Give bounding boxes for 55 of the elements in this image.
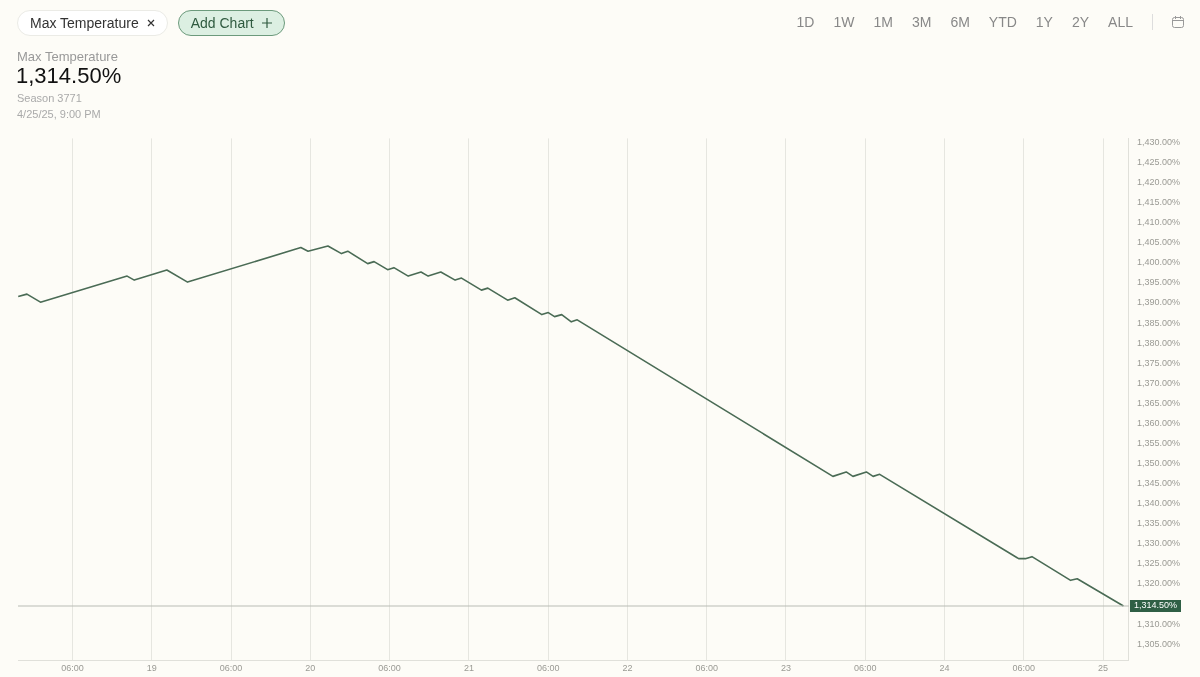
chart-subtitle: 1,314.50% — [16, 63, 122, 89]
text: Season 3771 — [17, 92, 82, 104]
y-tick-label: 1,375.00% — [1136, 357, 1181, 368]
x-tick-label: 06:00 — [378, 663, 401, 674]
text: 2Y — [1071, 14, 1090, 30]
text: 4/25/25, 9:00 PM — [17, 108, 101, 120]
text: 1M — [873, 14, 893, 30]
x-tick-label: 23 — [780, 663, 791, 674]
y-tick-label: 1,415.00% — [1136, 197, 1181, 208]
y-tick-label: 1,360.00% — [1136, 417, 1181, 428]
y-tick-label: 1,365.00% — [1136, 397, 1181, 408]
x-tick-label: 06:00 — [219, 663, 243, 674]
y-tick-label: 1,405.00% — [1136, 237, 1181, 248]
chart-title: Max Temperature — [30, 15, 139, 31]
x-tick-label: 24 — [939, 663, 950, 674]
y-tick-label: 1,395.00% — [1136, 277, 1181, 288]
x-tick-label: 06:00 — [1012, 663, 1036, 674]
text: 3M — [911, 14, 932, 30]
text: 1Y — [1035, 14, 1053, 30]
y-tick-label: 1,320.00% — [1136, 578, 1181, 589]
x-tick-label: 06:00 — [536, 663, 560, 674]
y-tick-label: 1,425.00% — [1136, 156, 1181, 167]
x-tick-label: 06:00 — [695, 663, 718, 674]
x-tick-label: 06:00 — [854, 663, 877, 674]
chart-title: Max Temperature — [17, 49, 118, 64]
y-tick-label: 1,310.00% — [1136, 618, 1181, 629]
y-tick-label: 1,410.00% — [1136, 217, 1181, 228]
y-tick-label: 1,370.00% — [1136, 377, 1181, 388]
y-tick-label: 1,400.00% — [1136, 257, 1181, 268]
text: ALL — [1108, 14, 1133, 30]
y-tick-label: 1,335.00% — [1136, 518, 1181, 529]
y-tick-label: 1,380.00% — [1136, 337, 1181, 348]
y-tick-label: 1,420.00% — [1136, 177, 1181, 188]
y-tick-label: 1,305.00% — [1136, 638, 1181, 649]
y-tick-label: 1,430.00% — [1136, 136, 1181, 147]
text: YTD — [988, 14, 1017, 30]
y-tick-label: 1,340.00% — [1136, 498, 1181, 509]
y-tick-label: 1,390.00% — [1136, 297, 1181, 308]
y-tick-label: 1,330.00% — [1136, 538, 1181, 549]
x-tick-label: 20 — [305, 663, 316, 674]
text: 1D — [796, 14, 815, 30]
y-tick-label: 1,325.00% — [1136, 558, 1181, 569]
y-tick-label: 1,385.00% — [1136, 317, 1181, 328]
y-tick-label: 1,355.00% — [1136, 437, 1181, 448]
y-tick-label: 1,345.00% — [1136, 478, 1181, 489]
y-tick-label: 1,350.00% — [1136, 458, 1181, 469]
x-tick-label: 25 — [1098, 663, 1109, 674]
x-tick-label: 06:00 — [61, 663, 84, 674]
x-tick-label: 22 — [622, 663, 633, 674]
text: 6M — [950, 14, 970, 30]
x-tick-label: 19 — [146, 663, 157, 674]
ref-line-label: 1,314.50% — [1133, 600, 1178, 611]
text: Add Chart — [190, 15, 254, 31]
x-tick-label: 21 — [463, 663, 474, 674]
text: 1W — [833, 14, 855, 30]
